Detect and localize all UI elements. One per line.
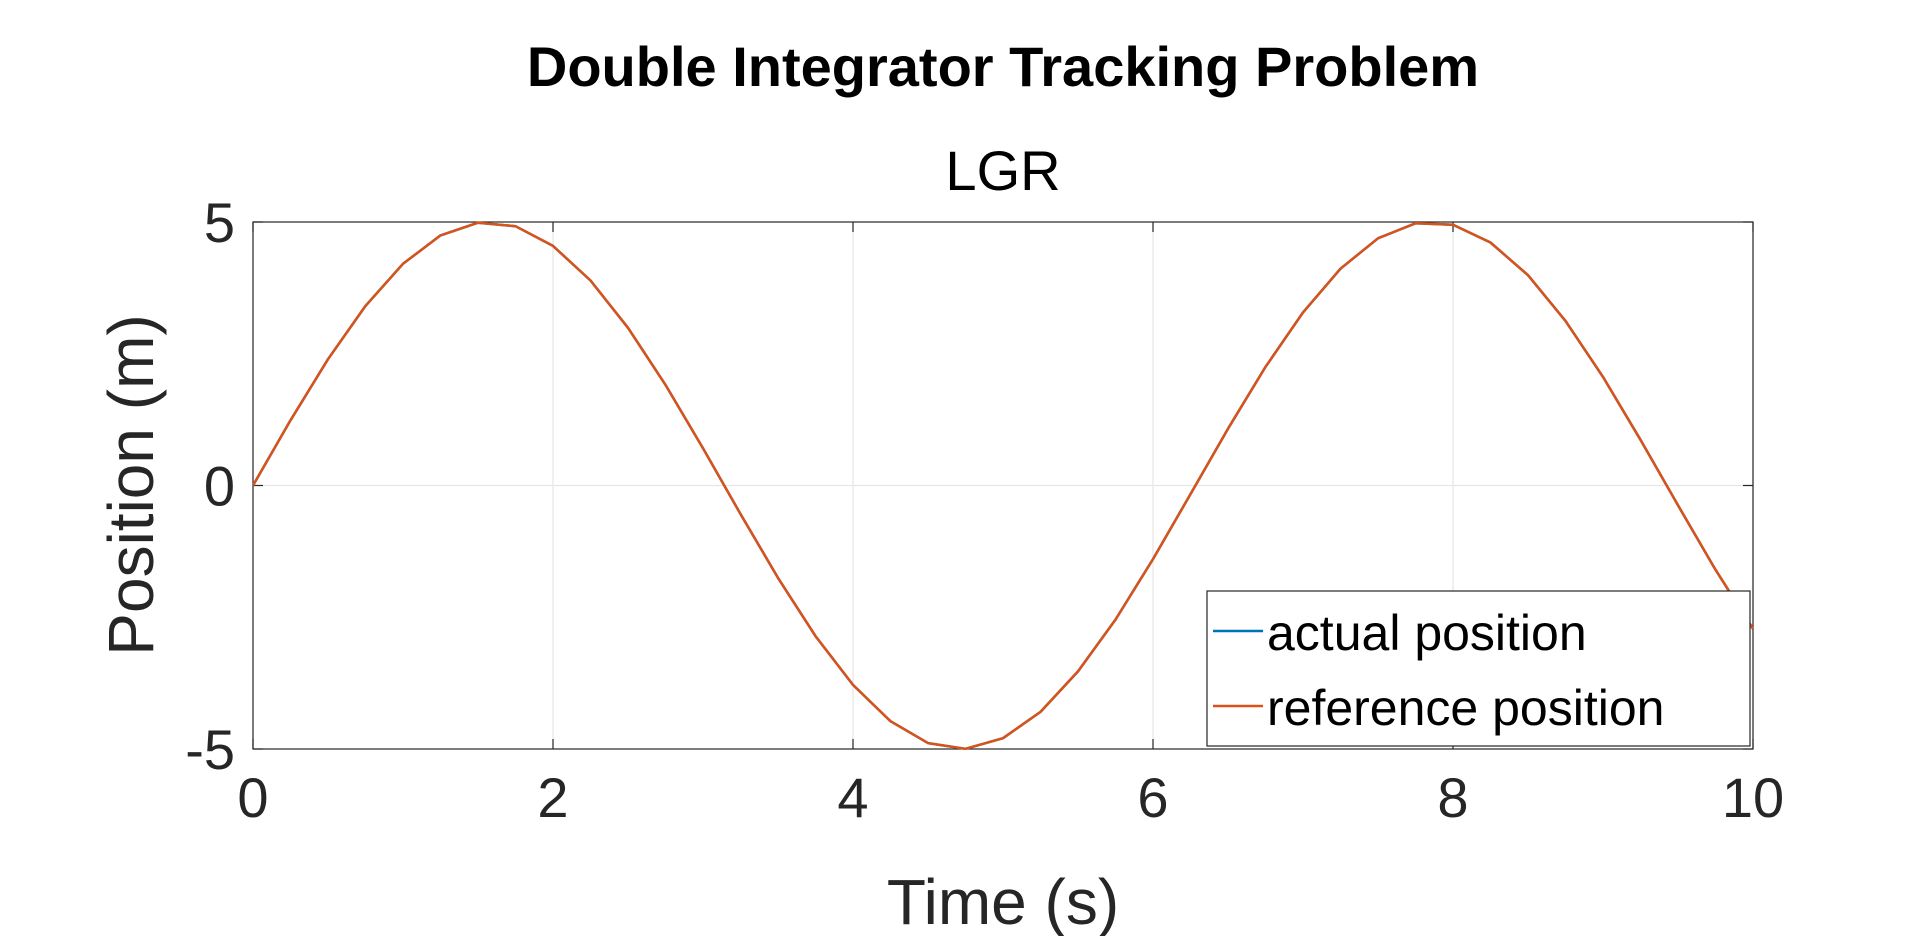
legend-label-reference: reference position [1267,680,1664,736]
series-line-reference [251,221,1755,751]
chart-title: Double Integrator Tracking Problem [527,35,1479,98]
legend: actual position reference position [1206,590,1751,747]
legend-box [1206,590,1751,747]
axis-ticks: 0 2 4 6 8 10-505 [185,191,1784,829]
x-tick-label: 4 [837,766,868,829]
x-tick-label: 8 [1437,766,1468,829]
x-tick-label: 10 [1722,766,1784,829]
chart-subtitle: LGR [945,139,1060,202]
x-tick-label: 0 [237,766,268,829]
y-tick-label: 5 [204,191,235,254]
x-tick-label: 2 [537,766,568,829]
y-tick-label: 0 [204,455,235,518]
legend-label-actual: actual position [1267,605,1587,661]
series-lines [251,221,1755,751]
y-axis-label: Position (m) [95,314,167,655]
x-axis-label: Time (s) [887,866,1119,936]
y-tick-label: -5 [185,718,235,781]
x-tick-label: 6 [1137,766,1168,829]
